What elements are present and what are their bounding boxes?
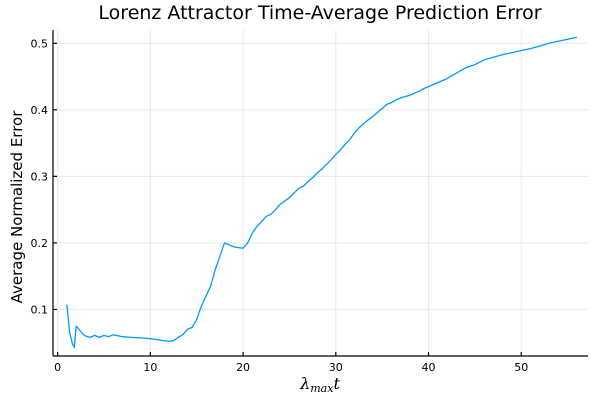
x-tick-label: 10 bbox=[143, 361, 157, 374]
x-axis-label-subscript: max bbox=[310, 382, 334, 395]
x-tick-label: 30 bbox=[329, 361, 343, 374]
x-tick-label: 0 bbox=[54, 361, 61, 374]
x-axis-label: λmaxt bbox=[299, 374, 340, 395]
y-tick-label: 0.2 bbox=[31, 237, 49, 250]
y-tick-label: 0.5 bbox=[31, 37, 49, 50]
chart-title: Lorenz Attractor Time-Average Prediction… bbox=[98, 2, 541, 24]
x-axis-label-suffix: t bbox=[333, 374, 340, 393]
gridlines bbox=[53, 30, 588, 356]
tick-labels: 0 10 20 30 40 50 0.1 0.2 0.3 0.4 0.5 bbox=[31, 37, 529, 374]
x-tick-label: 40 bbox=[422, 361, 436, 374]
axes bbox=[52, 30, 588, 357]
x-tick-label: 20 bbox=[236, 361, 250, 374]
y-tick-label: 0.3 bbox=[31, 170, 49, 183]
y-tick-label: 0.1 bbox=[31, 303, 49, 316]
x-axis-label-base: λ bbox=[299, 374, 310, 393]
y-axis-label: Average Normalized Error bbox=[8, 110, 26, 304]
y-tick-label: 0.4 bbox=[31, 104, 49, 117]
series-line bbox=[66, 36, 578, 349]
x-tick-label: 50 bbox=[514, 361, 528, 374]
series-layer bbox=[66, 36, 578, 349]
